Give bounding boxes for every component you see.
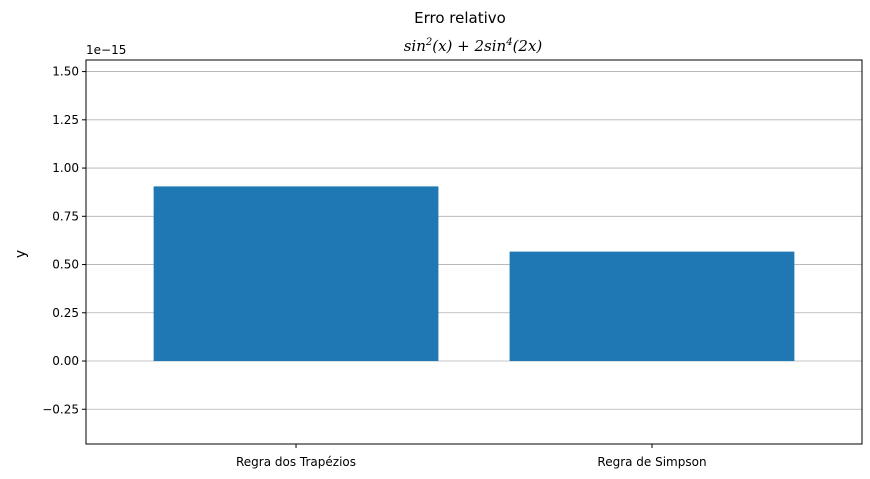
chart-subtitle: sin2(x) + 2sin4(2x) — [404, 37, 543, 55]
subtitle-part-1: sin — [404, 37, 426, 55]
y-offset-label: 1e−15 — [86, 43, 126, 57]
subtitle-part-3: (x) + 2sin — [432, 37, 506, 55]
y-tick-label: 0.00 — [52, 354, 79, 368]
y-tick-label: −0.25 — [42, 402, 79, 416]
y-tick-label: 0.50 — [52, 258, 79, 272]
y-tick-label: 0.75 — [52, 209, 79, 223]
x-tick-label: Regra de Simpson — [597, 455, 706, 469]
y-tick-label: 0.25 — [52, 306, 79, 320]
y-axis-label: y — [13, 250, 29, 258]
y-ticks: −0.25 0.00 0.25 0.50 0.75 1.00 1.25 1.50 — [42, 65, 86, 416]
subtitle-part-4: 4 — [505, 37, 512, 48]
subtitle-part-5: (2x) — [513, 37, 543, 55]
bar — [153, 186, 439, 362]
y-tick-label: 1.00 — [52, 161, 79, 175]
y-tick-label: 1.25 — [52, 113, 79, 127]
plot-frame — [85, 59, 863, 445]
chart-title: Erro relativo — [414, 9, 506, 27]
x-ticks: Regra dos Trapézios Regra de Simpson — [236, 444, 707, 469]
y-tick-label: 1.50 — [52, 65, 79, 79]
bars — [153, 186, 795, 362]
x-tick-label: Regra dos Trapézios — [236, 455, 356, 469]
bar — [509, 251, 795, 362]
subtitle-part-2: 2 — [425, 37, 432, 48]
